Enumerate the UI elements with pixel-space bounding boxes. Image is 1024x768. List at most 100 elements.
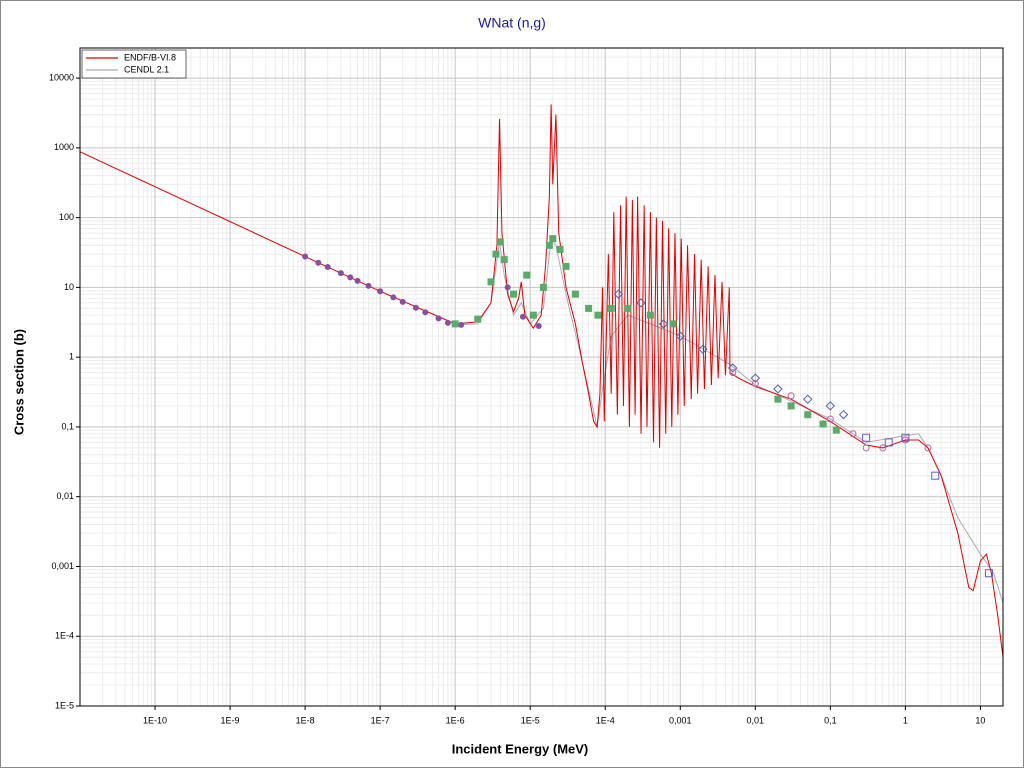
data-point: [698, 344, 708, 354]
data-point: [539, 283, 547, 291]
data-point: [624, 304, 632, 312]
data-point: [545, 241, 553, 249]
data-point: [984, 569, 993, 578]
data-point: [862, 444, 870, 452]
data-point: [804, 411, 812, 419]
y-tick-label: 1: [69, 352, 74, 362]
data-point: [849, 430, 857, 438]
data-point: [365, 282, 372, 289]
x-tick-label: 10: [975, 715, 985, 725]
data-point: [474, 315, 482, 323]
data-point: [458, 321, 465, 328]
data-point: [556, 245, 564, 253]
data-point: [422, 309, 429, 316]
data-point: [390, 294, 397, 301]
data-point: [302, 253, 309, 260]
data-point: [347, 274, 354, 281]
data-point: [444, 319, 451, 326]
data-point: [819, 420, 827, 428]
x-tick-label: 1E-7: [371, 715, 390, 725]
y-tick-label: 10000: [49, 72, 74, 82]
data-point: [324, 264, 331, 271]
data-point: [646, 311, 654, 319]
legend: ENDF/B-VI.8 CENDL 2.1: [81, 49, 187, 79]
data-point: [750, 373, 761, 383]
x-tick-label: 0,01: [747, 715, 765, 725]
data-point: [636, 298, 646, 308]
y-tick-label: 1E-5: [55, 700, 74, 710]
data-point: [658, 319, 669, 329]
x-tick-label: 1E-6: [446, 715, 465, 725]
data-point: [729, 369, 737, 377]
data-point: [523, 271, 531, 279]
data-point: [879, 444, 887, 452]
data-point: [787, 392, 795, 400]
data-point: [884, 438, 893, 447]
y-tick-label: 0,001: [51, 561, 74, 571]
data-point: [435, 315, 442, 322]
data-point: [901, 433, 910, 442]
data-point: [496, 238, 504, 246]
x-tick-label: 1E-10: [143, 715, 167, 725]
y-tick-label: 1000: [54, 142, 74, 152]
data-point: [504, 284, 511, 291]
data-point: [669, 320, 677, 328]
y-tick-label: 0,1: [61, 421, 74, 431]
legend-label: ENDF/B-VI.8: [124, 52, 176, 62]
data-point: [399, 298, 406, 305]
data-point: [728, 363, 738, 373]
data-point: [607, 304, 615, 312]
data-point: [535, 322, 542, 329]
x-tick-label: 0,001: [669, 715, 692, 725]
data-point: [492, 250, 500, 258]
data-point: [549, 235, 557, 243]
data-point: [675, 331, 685, 341]
x-axis-label: Incident Energy (MeV): [452, 741, 589, 756]
x-tick-label: 1E-5: [521, 715, 540, 725]
data-point: [862, 433, 871, 442]
data-point: [924, 444, 932, 452]
data-point: [585, 304, 593, 312]
plot-border: [79, 47, 1004, 707]
data-point: [354, 277, 361, 284]
chart-title: WNat (n,g): [478, 15, 546, 31]
y-axis-label: Cross section (b): [11, 329, 26, 435]
data-point: [510, 290, 518, 298]
data-point: [487, 278, 495, 286]
data-point: [838, 409, 849, 420]
x-tick-label: 1E-8: [296, 715, 315, 725]
grid: [76, 48, 1003, 710]
data-point: [787, 402, 795, 410]
y-tick-label: 100: [59, 212, 74, 222]
legend-label: CENDL 2.1: [124, 64, 169, 74]
data-point: [500, 256, 508, 264]
data-point: [451, 320, 459, 328]
data-point: [613, 289, 624, 299]
y-tick-label: 0,01: [56, 491, 74, 501]
x-tick-label: 1: [903, 715, 908, 725]
data-point: [774, 395, 782, 403]
y-tick-label: 1E-4: [55, 631, 74, 641]
x-tick-label: 0,1: [824, 715, 837, 725]
x-tick-label: 1E-9: [221, 715, 240, 725]
data-point: [377, 288, 384, 295]
data-point: [751, 379, 759, 387]
data-point: [519, 313, 526, 320]
data-point: [803, 394, 813, 404]
data-point: [315, 259, 322, 266]
data-point: [594, 311, 602, 319]
data-point: [412, 304, 419, 311]
y-tick-label: 10: [64, 282, 74, 292]
series-line: [79, 104, 1004, 658]
data-point: [529, 311, 537, 319]
data-point: [931, 471, 940, 480]
plot: [79, 104, 1004, 658]
data-point: [832, 426, 840, 434]
x-tick-label: 1E-4: [596, 715, 615, 725]
data-point: [571, 290, 579, 298]
data-point: [826, 415, 834, 423]
data-point: [825, 401, 836, 411]
data-point: [337, 270, 344, 277]
